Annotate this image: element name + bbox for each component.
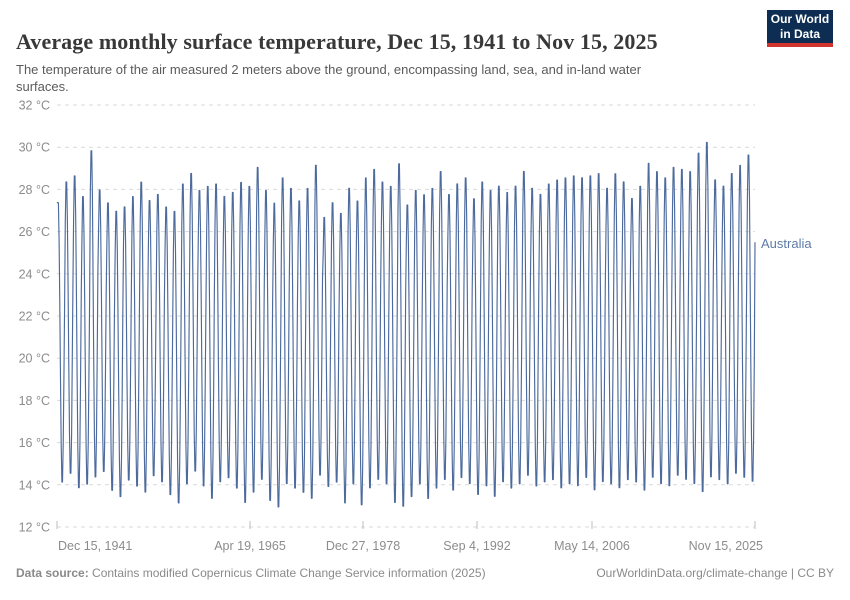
x-axis-label: Apr 19, 1965 — [214, 539, 286, 553]
x-axis-label: Dec 15, 1941 — [58, 539, 132, 553]
data-source-label: Data source: — [16, 566, 89, 580]
y-axis-label: 12 °C — [19, 521, 50, 535]
australia-series-label[interactable]: Australia — [761, 236, 812, 251]
data-source-note: Data source: Contains modified Copernicu… — [16, 566, 486, 580]
y-axis-label: 22 °C — [19, 310, 50, 324]
x-axis-label: Nov 15, 2025 — [689, 539, 763, 553]
x-axis-label: Sep 4, 1992 — [443, 539, 510, 553]
temperature-chart[interactable]: 32 °C 30 °C 28 °C 26 °C 24 °C 22 °C 20 °C 18 °C… — [0, 0, 850, 560]
chart-title: Average monthly surface temperature, Dec… — [16, 28, 658, 54]
y-axis-label: 20 °C — [19, 352, 50, 366]
owid-logo[interactable]: Our World in Data — [767, 10, 833, 47]
y-axis-label: 24 °C — [19, 267, 50, 281]
chart-footer: Data source: Contains modified Copernicu… — [16, 566, 834, 580]
australia-line[interactable] — [56, 141, 756, 508]
x-axis-label: Dec 27, 1978 — [326, 539, 400, 553]
x-axis-label: May 14, 2006 — [554, 539, 630, 553]
owid-logo-line1: Our World — [770, 12, 830, 27]
y-axis-label: 30 °C — [19, 141, 50, 155]
y-axis-label: 32 °C — [19, 99, 50, 113]
y-axis-label: 28 °C — [19, 183, 50, 197]
y-axis-label: 26 °C — [19, 225, 50, 239]
data-source-text: Contains modified Copernicus Climate Cha… — [88, 566, 486, 580]
y-axis-label: 18 °C — [19, 394, 50, 408]
chart-subtitle: The temperature of the air measured 2 me… — [16, 62, 642, 94]
owid-logo-line2: in Data — [779, 26, 820, 41]
attribution-link[interactable]: OurWorldinData.org/climate-change | CC B… — [596, 566, 834, 580]
y-axis-label: 16 °C — [19, 436, 50, 450]
y-axis-label: 14 °C — [19, 478, 50, 492]
